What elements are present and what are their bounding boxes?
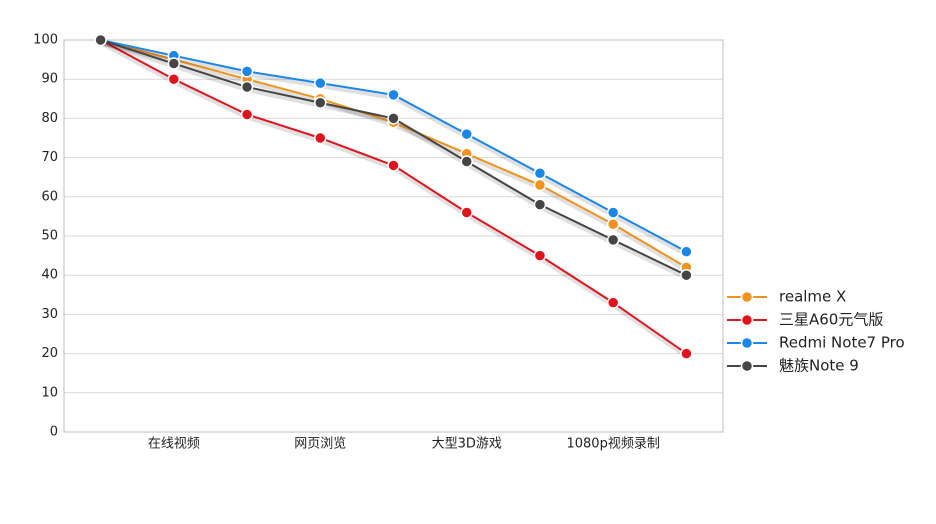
x-tick-label: 1080p视频录制 bbox=[566, 437, 659, 452]
y-tick-label: 40 bbox=[41, 268, 58, 283]
point bbox=[240, 80, 254, 94]
x-tick-label: 大型3D游戏 bbox=[432, 437, 502, 452]
y-tick-label: 80 bbox=[41, 111, 58, 126]
point bbox=[533, 198, 547, 211]
y-tick-label: 10 bbox=[41, 385, 58, 400]
legend-label: Redmi Note7 Pro bbox=[779, 334, 905, 352]
point bbox=[533, 178, 547, 192]
point bbox=[314, 96, 327, 109]
point bbox=[606, 296, 620, 309]
y-tick-label: 0 bbox=[50, 425, 58, 440]
point bbox=[314, 76, 327, 90]
point bbox=[314, 131, 327, 145]
point bbox=[240, 65, 254, 78]
legend-marker bbox=[740, 336, 754, 350]
point bbox=[460, 127, 473, 141]
plot-border bbox=[63, 39, 724, 433]
point bbox=[680, 245, 693, 258]
legend-label: 三星A60元气版 bbox=[779, 311, 883, 329]
point bbox=[240, 108, 254, 121]
point bbox=[606, 206, 620, 219]
point bbox=[167, 72, 181, 86]
point bbox=[606, 233, 620, 247]
point bbox=[606, 217, 620, 231]
point bbox=[387, 159, 400, 172]
point bbox=[387, 88, 400, 102]
point bbox=[387, 112, 400, 125]
x-tick-label: 在线视频 bbox=[148, 437, 200, 452]
legend-marker bbox=[740, 313, 754, 327]
point bbox=[460, 155, 473, 168]
y-tick-label: 90 bbox=[41, 72, 58, 87]
line-shadow bbox=[100, 41, 688, 257]
y-tick-label: 70 bbox=[41, 150, 58, 165]
point bbox=[94, 33, 107, 47]
y-tick-label: 20 bbox=[41, 346, 58, 361]
point bbox=[680, 268, 693, 282]
x-tick-label: 网页浏览 bbox=[294, 436, 346, 452]
legend-marker bbox=[740, 359, 754, 373]
legend-marker bbox=[740, 290, 754, 304]
point bbox=[533, 249, 547, 262]
point bbox=[533, 167, 547, 180]
point bbox=[167, 57, 181, 70]
point bbox=[460, 206, 473, 219]
legend-label: realme X bbox=[779, 288, 846, 306]
y-tick-label: 30 bbox=[41, 307, 58, 322]
y-tick-label: 100 bbox=[33, 33, 58, 48]
y-tick-label: 60 bbox=[41, 189, 58, 204]
point bbox=[680, 347, 693, 360]
y-tick-label: 50 bbox=[41, 229, 58, 244]
legend-label: 魅族Note 9 bbox=[779, 357, 859, 375]
